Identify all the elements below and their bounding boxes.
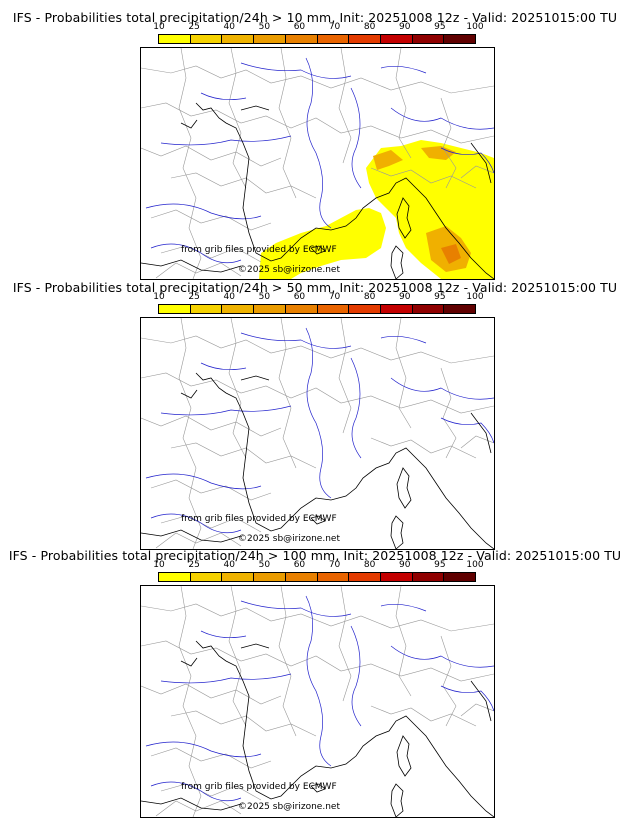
colorbar-swatch	[317, 573, 350, 581]
colorbar-tick-label: 60	[293, 292, 306, 302]
precip-layer	[259, 140, 494, 279]
copyright-credit: ©2025 sb@irizone.net	[238, 265, 340, 275]
precip-alps-core	[373, 150, 403, 170]
colorbar-tick-label: 40	[223, 560, 235, 570]
rivers	[145, 57, 494, 264]
colorbar-swatch	[317, 35, 350, 43]
precip-gulf-of-lion	[259, 208, 386, 279]
colorbar-swatch	[412, 573, 445, 581]
colorbar-swatch	[412, 35, 445, 43]
colorbar-swatch	[222, 35, 255, 43]
colorbar-swatch	[380, 305, 413, 313]
colorbar-tick-label: 100	[466, 22, 484, 32]
colorbar-swatch	[349, 305, 381, 313]
colorbar-tick-label: 10	[153, 292, 165, 302]
copyright-credit: ©2025 sb@irizone.net	[238, 802, 340, 812]
precip-north-italy-core	[421, 146, 456, 160]
colorbar-tick-label: 95	[434, 22, 446, 32]
colorbar-swatch	[222, 305, 255, 313]
colorbar-swatch	[159, 305, 191, 313]
admin-borders	[141, 318, 494, 549]
colorbar-tick-label: 60	[293, 22, 306, 32]
colorbar-swatch	[444, 573, 476, 581]
map-frame	[140, 47, 495, 280]
colorbar-tick-label: 70	[328, 22, 341, 32]
colorbar-tick-label: 50	[258, 560, 271, 570]
colorbar	[158, 572, 476, 582]
colorbar-tick-label: 60	[293, 560, 306, 570]
colorbar-swatch	[349, 573, 381, 581]
panel-10mm: IFS - Probabilities total precipitation/…	[0, 10, 630, 280]
colorbar-tick-label: 80	[363, 292, 376, 302]
colorbar-tick-label: 50	[258, 292, 271, 302]
colorbar-tick-label: 70	[328, 560, 341, 570]
colorbar-swatch	[444, 35, 476, 43]
colorbar-swatch	[380, 573, 413, 581]
panel-50mm: IFS - Probabilities total precipitation/…	[0, 280, 630, 550]
colorbar-swatch	[285, 573, 318, 581]
source-credit: from grib files provided by ECMWF	[181, 782, 337, 792]
colorbar-swatch	[285, 35, 318, 43]
colorbar-tick-label: 95	[434, 292, 446, 302]
colorbar-tick-label: 100	[466, 292, 484, 302]
colorbar-tick-label: 90	[399, 22, 411, 32]
coastlines	[141, 372, 494, 549]
map-canvas	[141, 48, 494, 279]
map-canvas	[141, 586, 494, 817]
map-title: IFS - Probabilities total precipitation/…	[12, 280, 618, 295]
colorbar-swatch	[317, 305, 350, 313]
colorbar-ticks: 10 25 40 50 60 70 80 90 95 100	[153, 560, 483, 570]
colorbar-swatch	[444, 305, 476, 313]
colorbar	[158, 304, 476, 314]
map-title: IFS - Probabilities total precipitation/…	[12, 10, 618, 25]
colorbar-swatch	[159, 573, 191, 581]
colorbar-swatch	[190, 573, 223, 581]
rivers	[145, 327, 494, 534]
panel-100mm: IFS - Probabilities total precipitation/…	[0, 548, 630, 818]
coastlines	[141, 102, 494, 279]
colorbar-swatch	[190, 35, 223, 43]
colorbar-tick-label: 50	[258, 22, 271, 32]
colorbar-tick-label: 80	[363, 560, 376, 570]
colorbar-swatch	[190, 305, 223, 313]
colorbar-swatch	[159, 35, 191, 43]
source-credit: from grib files provided by ECMWF	[181, 514, 337, 524]
map-frame	[140, 585, 495, 818]
map-frame	[140, 317, 495, 550]
colorbar	[158, 34, 476, 44]
colorbar-tick-label: 95	[434, 560, 446, 570]
source-credit: from grib files provided by ECMWF	[181, 245, 337, 255]
colorbar-tick-label: 10	[153, 22, 165, 32]
colorbar-swatch	[380, 35, 413, 43]
rivers	[145, 595, 494, 802]
coastlines	[141, 640, 494, 817]
colorbar-tick-label: 70	[328, 292, 341, 302]
colorbar-swatch	[285, 305, 318, 313]
colorbar-tick-label: 25	[188, 22, 200, 32]
colorbar-ticks: 10 25 40 50 60 70 80 90 95 100	[153, 22, 483, 32]
copyright-credit: ©2025 sb@irizone.net	[238, 534, 340, 544]
colorbar-tick-label: 90	[399, 560, 411, 570]
colorbar-tick-label: 40	[223, 22, 235, 32]
colorbar-tick-label: 90	[399, 292, 411, 302]
colorbar-swatch	[412, 305, 445, 313]
precip-max-core	[441, 244, 461, 264]
colorbar-swatch	[222, 573, 255, 581]
colorbar-tick-label: 25	[188, 292, 200, 302]
colorbar-swatch	[254, 305, 286, 313]
colorbar-tick-label: 10	[153, 560, 165, 570]
colorbar-swatch	[254, 35, 286, 43]
admin-borders	[141, 586, 494, 817]
colorbar-ticks: 10 25 40 50 60 70 80 90 95 100	[153, 292, 483, 302]
colorbar-tick-label: 40	[223, 292, 235, 302]
colorbar-swatch	[254, 573, 286, 581]
colorbar-tick-label: 25	[188, 560, 200, 570]
colorbar-tick-label: 100	[466, 560, 484, 570]
colorbar-tick-label: 80	[363, 22, 376, 32]
colorbar-swatch	[349, 35, 381, 43]
admin-borders	[141, 48, 494, 279]
map-canvas	[141, 318, 494, 549]
map-title: IFS - Probabilities total precipitation/…	[8, 548, 622, 563]
